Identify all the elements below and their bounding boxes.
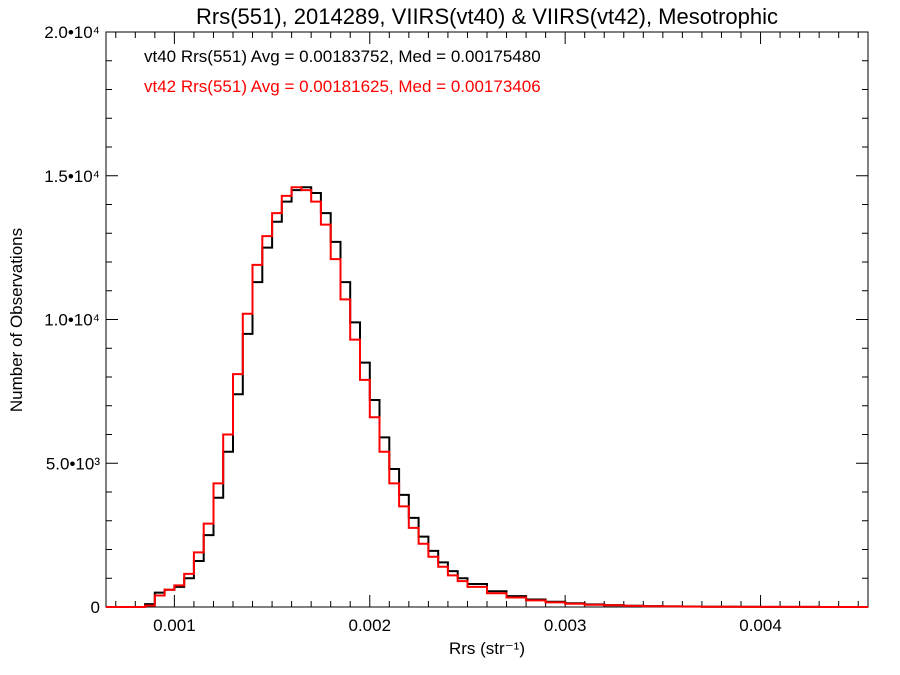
y-tick-label: 1.0•10⁴: [44, 311, 100, 330]
legend-annotation-vt42: vt42 Rrs(551) Avg = 0.00181625, Med = 0.…: [144, 77, 541, 96]
y-tick-label: 0: [91, 598, 100, 617]
y-tick-label: 1.5•10⁴: [44, 167, 100, 186]
x-axis: 0.001 0.002 0.003 0.004: [115, 32, 859, 635]
series-group: [106, 186, 868, 608]
y-axis-label: Number of Observations: [7, 228, 26, 412]
y-tick-label: 2.0•10⁴: [44, 23, 100, 42]
legend-annotation-vt40: vt40 Rrs(551) Avg = 0.00183752, Med = 0.…: [144, 47, 541, 66]
y-axis: 0 5.0•10³ 1.0•10⁴ 1.5•10⁴ 2.0•10⁴: [44, 23, 868, 617]
plot-border: [105, 31, 869, 608]
x-tick-label: 0.004: [739, 616, 782, 635]
chart-title: Rrs(551), 2014289, VIIRS(vt40) & VIIRS(v…: [196, 4, 778, 29]
x-axis-label: Rrs (str⁻¹): [449, 639, 525, 658]
x-tick-label: 0.001: [153, 616, 196, 635]
plot-frame: [105, 31, 869, 608]
x-tick-label: 0.003: [544, 616, 587, 635]
series-line-vt40: [106, 186, 868, 608]
series-line-vt42: [106, 186, 868, 608]
y-tick-label: 5.0•10³: [46, 454, 100, 473]
x-tick-label: 0.002: [348, 616, 391, 635]
